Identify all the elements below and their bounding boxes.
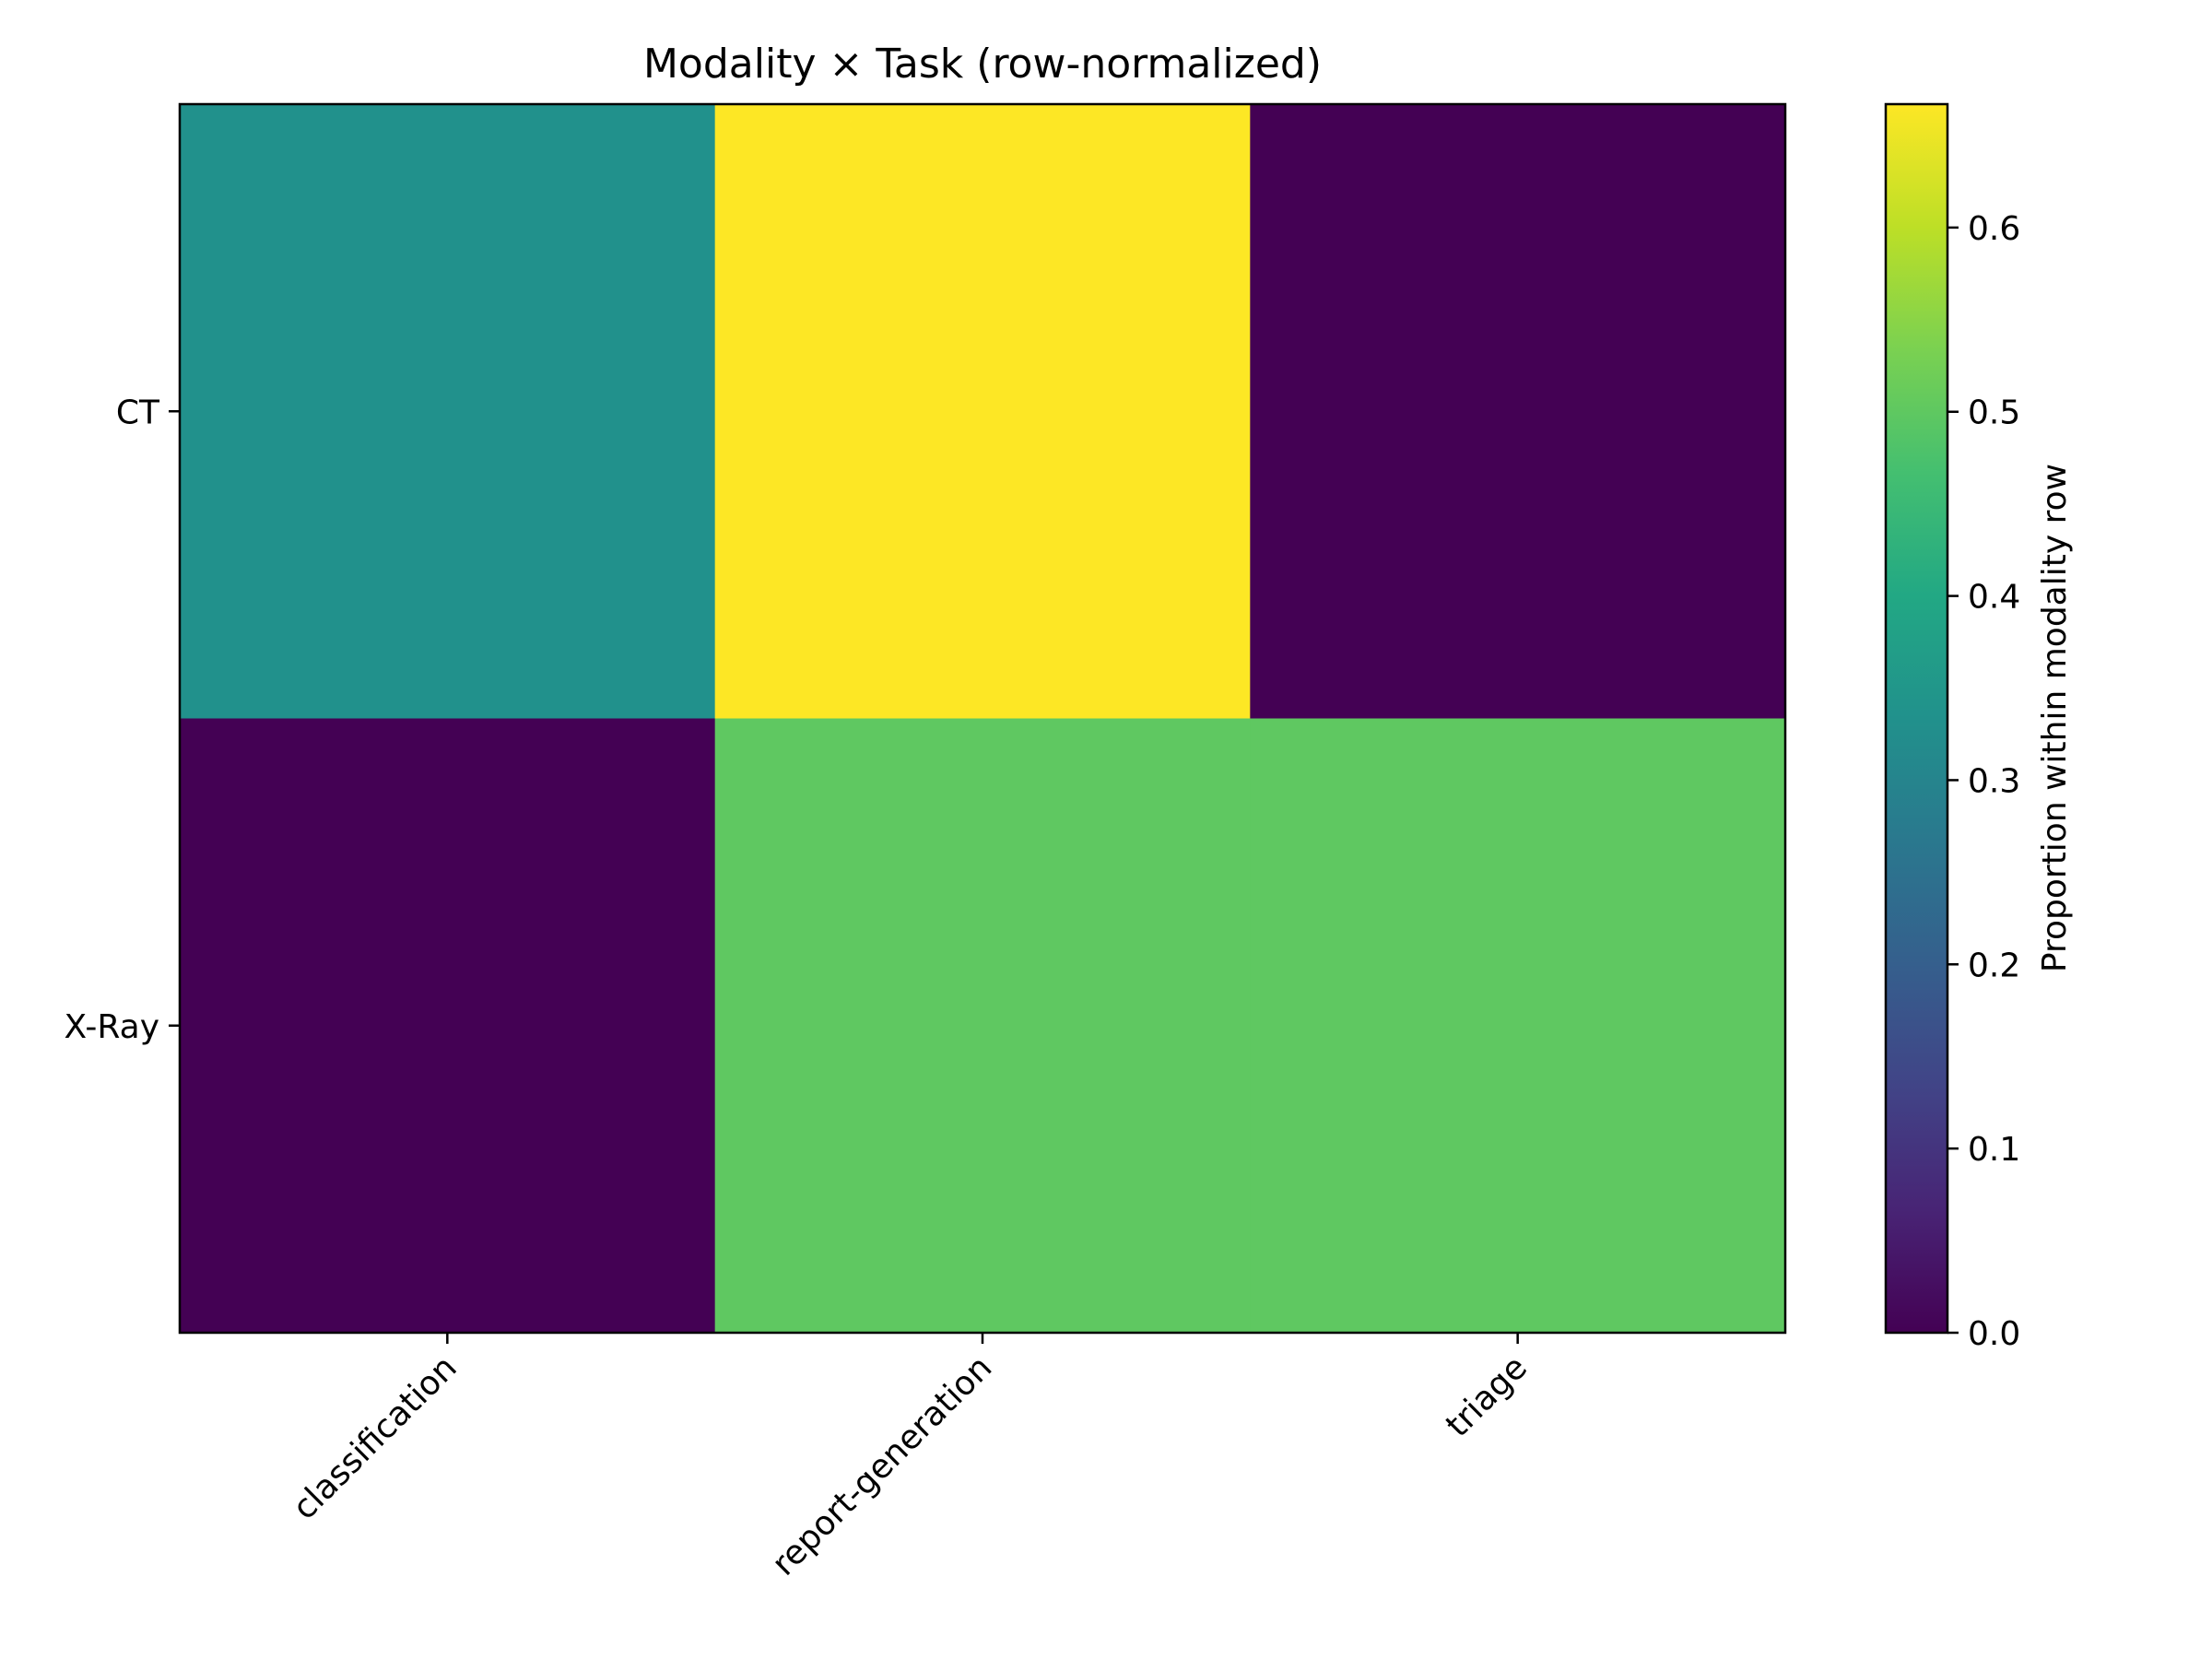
y-tick-label: CT [116,394,160,431]
heatmap-cells [180,104,1786,1334]
colorbar-gradient [1886,104,1947,1333]
heatmap-cell [1250,718,1786,1334]
chart-title: Modality × Task (row-normalized) [643,41,1322,88]
colorbar-tick-label: 0.5 [1968,394,2020,432]
y-tick-label: X-Ray [65,1008,159,1046]
x-tick-label: report-generation [765,1348,999,1583]
colorbar-ticks: 0.0 0.1 0.2 0.3 0.4 0.5 0.6 [1947,210,2020,1353]
heatmap-cell [714,718,1251,1334]
colorbar-tick-label: 0.1 [1968,1131,2020,1169]
heatmap-cell [1250,104,1786,720]
heatmap-cell [180,718,716,1334]
y-axis: CT X-Ray [65,394,180,1046]
heatmap-cell [714,104,1251,720]
colorbar-tick-label: 0.6 [1968,210,2020,248]
colorbar: 0.0 0.1 0.2 0.3 0.4 0.5 0.6 Proportion within … [1884,102,2074,1353]
heatmap-cell [180,104,716,720]
colorbar-tick-label: 0.3 [1968,762,2020,800]
x-tick-label: triage [1439,1348,1535,1444]
colorbar-tick-label: 0.2 [1968,947,2020,984]
colorbar-tick-label: 0.0 [1968,1315,2020,1353]
colorbar-label: Proportion within modality row [2036,464,2074,972]
colorbar-frame [1884,102,1949,1335]
colorbar-tick-label: 0.4 [1968,579,2020,617]
x-axis: classification report-generation triage [286,1333,1535,1583]
x-tick-label: classification [286,1348,465,1527]
